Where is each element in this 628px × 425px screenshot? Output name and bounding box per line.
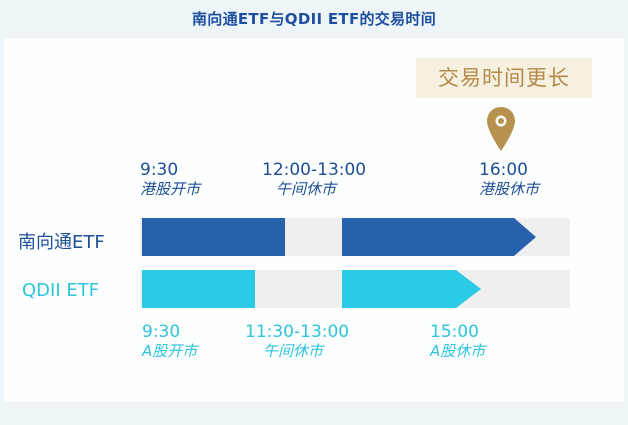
- bottom-marker-close: 15:00 A股休市: [430, 324, 485, 359]
- longer-hours-badge: 交易时间更长: [416, 58, 592, 98]
- page-title: 南向通ETF与QDII ETF的交易时间: [191, 10, 437, 28]
- marker-time: 16:00: [479, 160, 528, 180]
- bottom-marker-open: 9:30 A股开市: [142, 324, 197, 359]
- marker-time: 15:00: [430, 322, 479, 342]
- qdii-morning-session: [142, 270, 255, 308]
- marker-desc: A股休市: [430, 342, 486, 360]
- marker-time: 12:00-13:00: [262, 160, 367, 180]
- top-marker-lunch: 12:00-13:00 午间休市: [262, 162, 366, 197]
- top-marker-close: 16:00 港股休市: [479, 162, 539, 197]
- marker-desc: 港股休市: [479, 180, 540, 198]
- row-label-qdii: QDII ETF: [22, 280, 100, 301]
- southbound-afternoon-session: [342, 218, 536, 256]
- bottom-marker-lunch: 11:30-13:00 午间休市: [245, 324, 349, 359]
- row-label-southbound: 南向通ETF: [18, 232, 105, 253]
- marker-desc: A股开市: [142, 342, 198, 360]
- marker-time: 9:30: [142, 322, 181, 342]
- marker-time: 9:30: [140, 160, 179, 180]
- qdii-afternoon-session: [342, 270, 481, 308]
- marker-time: 11:30-13:00: [245, 322, 350, 342]
- marker-desc: 午间休市: [263, 342, 324, 360]
- marker-desc: 港股开市: [140, 180, 201, 198]
- southbound-morning-session: [142, 218, 285, 256]
- map-pin-icon: [486, 106, 516, 152]
- marker-desc: 午间休市: [276, 180, 337, 198]
- top-marker-open: 9:30 港股开市: [140, 162, 200, 197]
